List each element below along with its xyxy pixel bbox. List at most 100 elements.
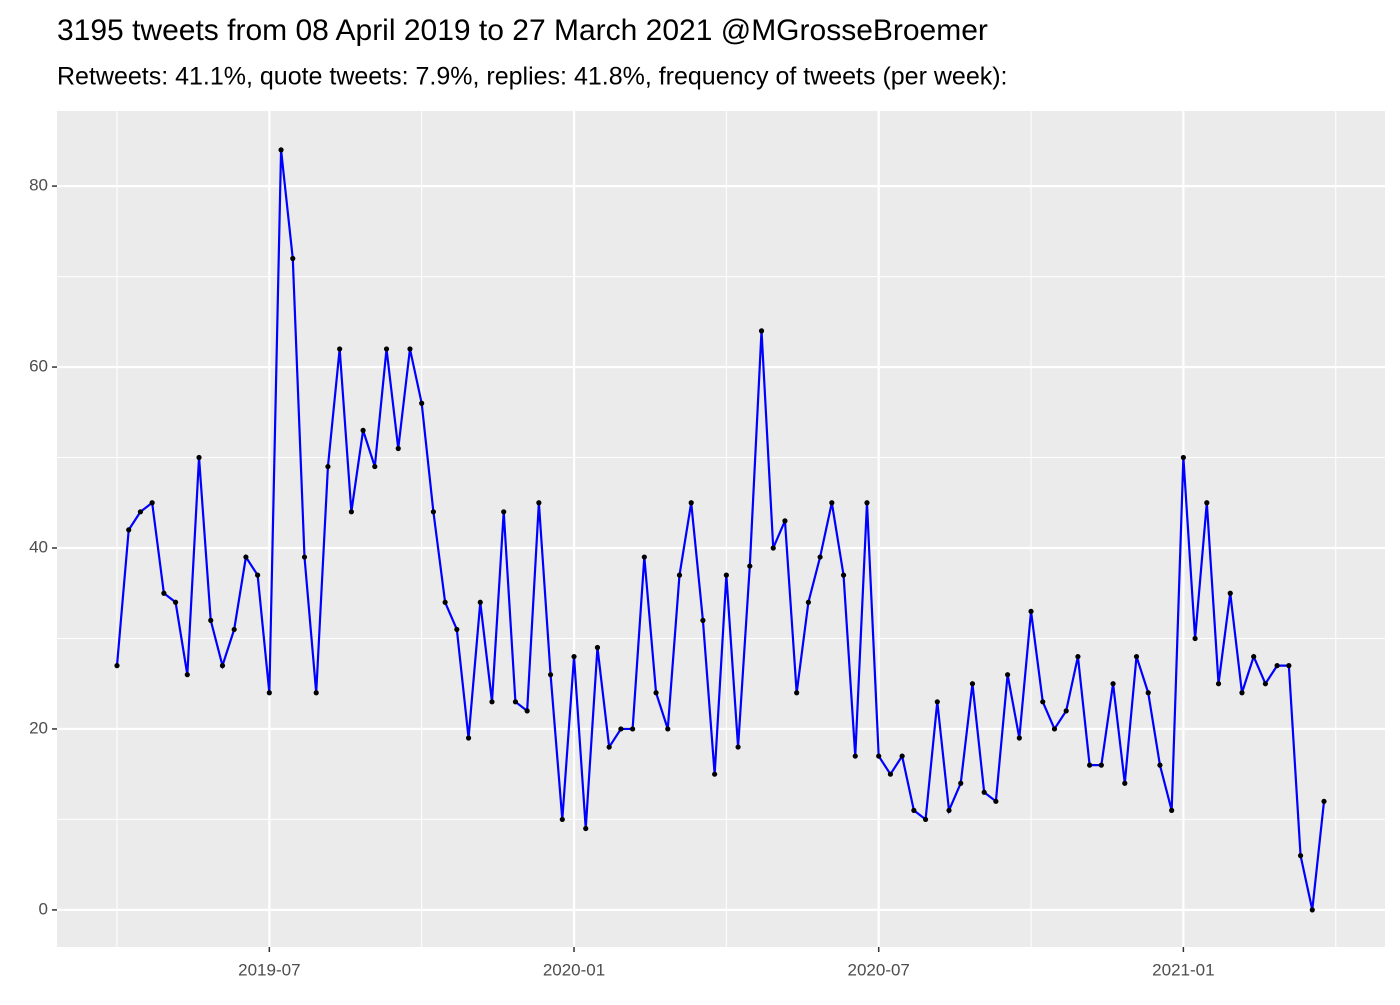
- point: [969, 681, 976, 687]
- point: [712, 771, 718, 777]
- point: [688, 500, 694, 506]
- point: [1028, 608, 1034, 614]
- point: [723, 572, 729, 578]
- point: [243, 554, 249, 560]
- x-tick-label: 2020-01: [543, 960, 605, 979]
- point: [700, 617, 706, 623]
- point: [1157, 762, 1163, 768]
- y-tick-label: 20: [29, 718, 48, 737]
- point: [840, 572, 847, 578]
- point: [1239, 690, 1245, 696]
- chart-subtitle: Retweets: 41.1%, quote tweets: 7.9%, rep…: [57, 63, 1008, 91]
- point: [208, 617, 214, 623]
- point: [372, 463, 378, 470]
- point: [489, 699, 495, 705]
- y-tick-label: 0: [39, 899, 48, 918]
- point: [137, 509, 144, 515]
- point: [770, 545, 776, 551]
- point: [1169, 807, 1175, 813]
- point: [782, 518, 788, 524]
- point: [313, 690, 319, 696]
- point: [1133, 653, 1140, 660]
- point: [1321, 798, 1327, 804]
- point: [571, 653, 577, 660]
- point: [524, 708, 530, 714]
- point: [465, 735, 472, 741]
- point: [1309, 907, 1315, 913]
- point: [231, 626, 237, 633]
- point: [1098, 762, 1104, 768]
- point: [735, 744, 741, 750]
- point: [278, 147, 284, 153]
- point: [1016, 735, 1022, 741]
- point: [536, 500, 542, 506]
- point: [805, 599, 811, 605]
- point: [219, 663, 226, 669]
- point: [606, 744, 612, 750]
- point: [1075, 653, 1081, 660]
- y-tick-label: 60: [29, 357, 48, 376]
- point: [266, 690, 272, 696]
- point: [1122, 780, 1128, 786]
- series-line: [115, 149, 1326, 911]
- point: [852, 753, 858, 759]
- point: [1286, 663, 1292, 669]
- point: [1227, 590, 1233, 596]
- point: [1192, 635, 1198, 642]
- point: [184, 672, 190, 678]
- point: [676, 572, 683, 578]
- point: [583, 825, 589, 832]
- point: [1087, 762, 1093, 768]
- point: [829, 500, 835, 506]
- chart-title: 3195 tweets from 08 April 2019 to 27 Mar…: [57, 14, 988, 47]
- point: [1251, 653, 1257, 660]
- y-tick-label: 40: [29, 537, 48, 556]
- point: [149, 500, 155, 506]
- point: [653, 690, 659, 696]
- point: [911, 807, 917, 813]
- point: [477, 599, 483, 605]
- point: [876, 753, 882, 759]
- point: [758, 328, 765, 334]
- point: [430, 509, 436, 515]
- point: [454, 626, 460, 633]
- point: [1005, 672, 1011, 678]
- point: [618, 726, 624, 732]
- point: [1040, 699, 1046, 705]
- point: [934, 699, 940, 705]
- point: [1180, 454, 1186, 461]
- point: [172, 599, 179, 605]
- point: [1110, 681, 1116, 687]
- point: [196, 454, 202, 461]
- point: [360, 427, 366, 433]
- point: [290, 255, 296, 262]
- point: [395, 445, 401, 452]
- point: [594, 644, 601, 651]
- point: [794, 690, 800, 696]
- point: [407, 346, 413, 352]
- point: [559, 816, 565, 823]
- point: [946, 807, 952, 813]
- point: [419, 400, 425, 406]
- point: [337, 346, 343, 352]
- point: [641, 554, 647, 560]
- point: [512, 699, 519, 705]
- point: [630, 726, 636, 732]
- point: [126, 527, 132, 533]
- y-tick-label: 80: [29, 176, 48, 195]
- panel: [57, 111, 1385, 947]
- point: [348, 509, 354, 515]
- point: [547, 672, 554, 678]
- point: [1297, 853, 1304, 859]
- point: [747, 563, 753, 569]
- point: [1145, 690, 1151, 696]
- point: [958, 780, 964, 786]
- point: [981, 789, 987, 795]
- point: [993, 798, 999, 804]
- point: [501, 509, 507, 515]
- point: [817, 554, 823, 560]
- x-tick-label: 2020-07: [848, 960, 910, 979]
- point: [161, 590, 167, 596]
- point: [1063, 708, 1069, 714]
